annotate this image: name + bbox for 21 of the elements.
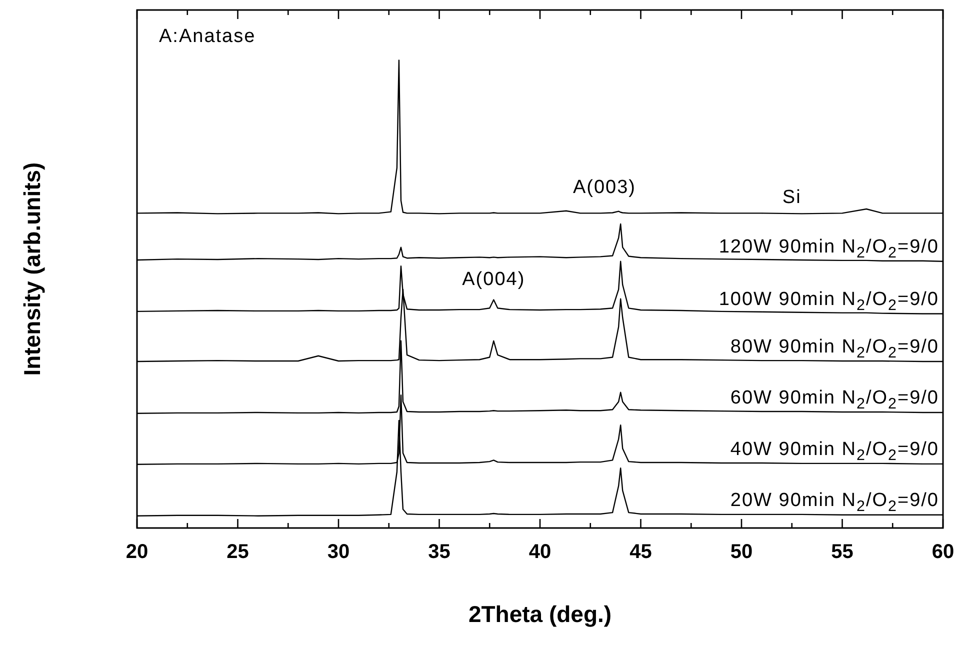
x-tick-label: 60 xyxy=(932,541,954,563)
series-label: 80W 90min N$_{2}$/O$_{2}$=9/0 xyxy=(730,336,939,361)
x-tick-label: 55 xyxy=(831,541,854,563)
annotation: A(003) xyxy=(572,177,636,198)
annotation: Si xyxy=(782,187,802,208)
x-axis-title: 2Theta (deg.) xyxy=(468,601,612,627)
series-label: 100W 90min N$_{2}$/O$_{2}$=9/0 xyxy=(718,288,939,314)
series-label: 20W 90min N$_{2}$/O$_{2}$=9/0 xyxy=(730,490,939,514)
text: A:Anatase xyxy=(159,26,256,47)
x-tick-label: 20 xyxy=(126,541,148,563)
series-label: 40W 90min N$_{2}$/O$_{2}$=9/0 xyxy=(730,438,939,464)
series-label: 120W 90min N$_{2}$/O$_{2}$=9/0 xyxy=(718,236,939,261)
x-tick-label: 40 xyxy=(528,541,552,563)
y-axis-title: Intensity (arb.units) xyxy=(19,162,45,376)
series-label: 60W 90min N$_{2}$/O$_{2}$=9/0 xyxy=(730,387,939,412)
x-tick-label: 50 xyxy=(730,541,753,563)
annotation: A(004) xyxy=(462,269,526,290)
x-tick-label: 45 xyxy=(630,541,652,563)
x-tick-label: 35 xyxy=(428,541,450,563)
x-tick-label: 25 xyxy=(226,541,249,563)
x-tick-label: 30 xyxy=(327,541,350,563)
